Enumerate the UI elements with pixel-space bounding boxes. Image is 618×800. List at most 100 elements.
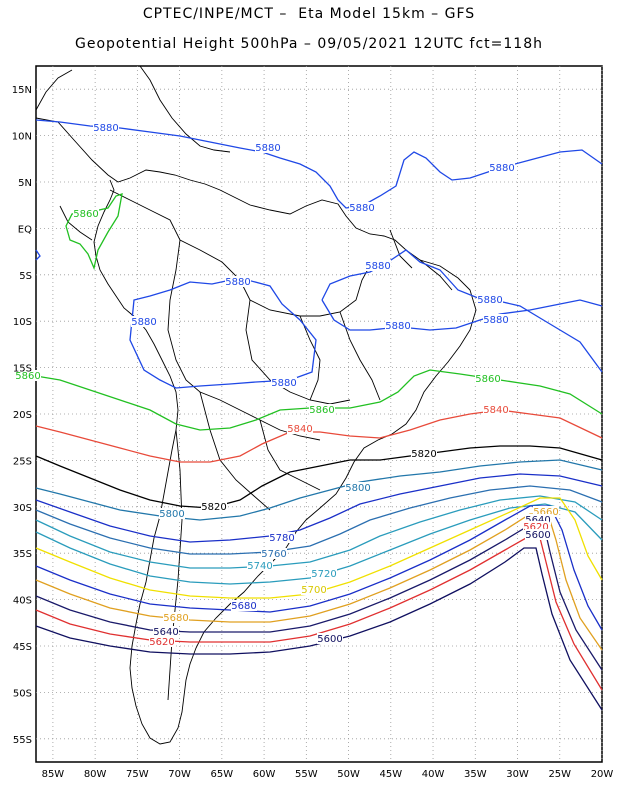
lat-tick-label: 20S (13, 410, 32, 421)
contour-label-5600: 5600 (525, 530, 550, 541)
contour-label-bg (201, 501, 227, 512)
contour-label-5840: 5840 (483, 405, 508, 416)
contour-label-bg (483, 404, 509, 415)
contour-label-bg (365, 260, 391, 271)
lon-tick-label: 45W (379, 769, 402, 780)
contour-5800 (35, 459, 603, 521)
contour-label-bg (73, 208, 99, 219)
contour-label-5740: 5740 (247, 561, 272, 572)
contour-label-5880: 5880 (385, 321, 410, 332)
lat-tick-label: 10S (13, 317, 32, 328)
contour-5780 (35, 473, 603, 543)
contour-label-bg (93, 122, 119, 133)
map-subtitle: Geopotential Height 500hPa – 09/05/2021 … (75, 36, 543, 52)
contour-label-bg (525, 529, 551, 540)
contour-5740 (35, 495, 603, 569)
lon-tick-label: 25W (548, 769, 571, 780)
contour-label-5620: 5620 (149, 637, 174, 648)
lon-tick-label: 40W (422, 769, 445, 780)
contour-label-bg (317, 633, 343, 644)
lat-tick-label: 15N (12, 85, 32, 96)
contour-label-5700: 5700 (301, 585, 326, 596)
contour-label-5800: 5800 (345, 483, 370, 494)
contour-label-5880: 5880 (93, 123, 118, 134)
contour-label-5640: 5640 (153, 627, 178, 638)
contour-label-bg (287, 423, 313, 434)
contour-label-bg (477, 294, 503, 305)
contour-label-5880: 5880 (255, 143, 280, 154)
lat-tick-label: 50S (13, 688, 32, 699)
contour-5680 (35, 505, 603, 631)
contour-label-5880: 5880 (477, 295, 502, 306)
lon-tick-label: 85W (42, 769, 65, 780)
contour-label-bg (131, 316, 157, 327)
contour-label-bg (231, 600, 257, 611)
contour-label-5860: 5860 (309, 405, 334, 416)
contour-5880-east2 (321, 299, 603, 331)
lat-tick-label: 25S (13, 456, 32, 467)
contour-label-5880: 5880 (489, 163, 514, 174)
contour-label-5780: 5780 (269, 533, 294, 544)
contour-label-bg (15, 370, 41, 381)
longitude-labels: 85W 80W 75W 70W 65W 60W 55W 50W 45W 40W 35W 30W 25W 2… (42, 769, 614, 780)
contour-label-5880: 5880 (131, 317, 156, 328)
contour-label-5880: 5880 (483, 315, 508, 326)
contour-5880-west (35, 249, 41, 261)
contour-label-5880: 5880 (271, 378, 296, 389)
lon-tick-label: 70W (168, 769, 191, 780)
contour-label-bg (255, 142, 281, 153)
contour-label-bg (163, 612, 189, 623)
contour-label-5680: 5680 (163, 613, 188, 624)
contour-label-bg (153, 626, 179, 637)
contour-label-5860: 5860 (73, 209, 98, 220)
contour-label-5840: 5840 (287, 424, 312, 435)
contour-label-5720: 5720 (311, 569, 336, 580)
lat-tick-label: 55S (13, 735, 32, 746)
lon-tick-label: 65W (211, 769, 234, 780)
lat-tick-label: EQ (18, 224, 32, 235)
lon-tick-label: 80W (84, 769, 107, 780)
lon-tick-label: 75W (126, 769, 149, 780)
lat-tick-label: 40S (13, 596, 32, 607)
contour-label-bg (483, 314, 509, 325)
lon-tick-label: 55W (295, 769, 318, 780)
contour-5880-south (129, 277, 317, 389)
contour-label-bg (345, 482, 371, 493)
contour-5660 (35, 513, 603, 651)
contour-lines (35, 119, 603, 711)
lon-tick-label: 35W (464, 769, 487, 780)
contour-label-bg (261, 548, 287, 559)
contour-label-bg (301, 584, 327, 595)
contour-label-bg (311, 568, 337, 579)
lat-tick-label: 5S (19, 271, 32, 282)
lat-tick-label: 30S (13, 503, 32, 514)
contour-label-5860: 5860 (475, 374, 500, 385)
contour-5820 (35, 445, 603, 509)
contour-label-5760: 5760 (261, 549, 286, 560)
contour-5640 (35, 525, 603, 671)
contour-label-5880: 5880 (365, 261, 390, 272)
contour-label-bg (475, 373, 501, 384)
lon-tick-label: 60W (253, 769, 276, 780)
contour-labels: 5880 5880 5880 5880 5880 5880 5880 5880 5880 5880… (15, 122, 559, 648)
latitude-labels: 15N 10N 5N EQ 5S 10S 15S 20S 25S 30S 35S 40S 45S 50S 5… (12, 85, 32, 746)
contour-5880-north (35, 119, 603, 209)
lon-tick-label: 20W (591, 769, 614, 780)
contour-label-bg (247, 560, 273, 571)
contour-label-bg (225, 276, 251, 287)
contour-5600 (35, 547, 603, 711)
lon-tick-label: 30W (506, 769, 529, 780)
contour-label-5640: 5640 (525, 515, 550, 526)
contour-label-5820: 5820 (201, 502, 226, 513)
lat-tick-label: 35S (13, 549, 32, 560)
contour-label-bg (385, 320, 411, 331)
contour-label-5880: 5880 (349, 203, 374, 214)
contour-label-5620: 5620 (523, 522, 548, 533)
contour-5700 (35, 497, 603, 599)
map-title: CPTEC/INPE/MCT – Eta Model 15km – GFS (142, 6, 476, 22)
contour-label-5680: 5680 (231, 601, 256, 612)
contour-label-5660: 5660 (533, 507, 558, 518)
contour-label-bg (309, 404, 335, 415)
contour-label-bg (411, 448, 437, 459)
